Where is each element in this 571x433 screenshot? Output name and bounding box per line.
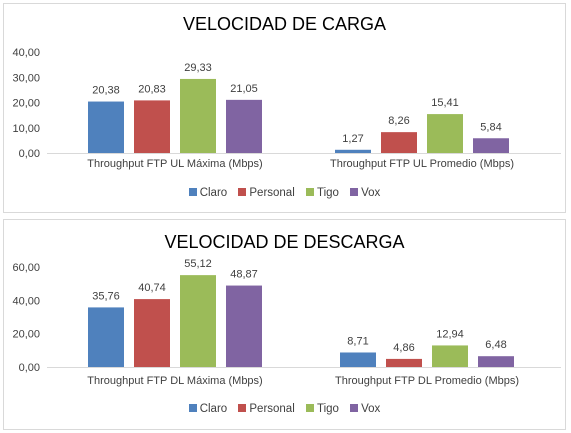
legend-swatch [188, 188, 197, 196]
bar-tigo [180, 78, 216, 153]
bar-tigo [180, 275, 216, 367]
category-label: Throughput FTP DL Máxima (Mbps) [87, 375, 262, 387]
download-speed-chart-panel: VELOCIDAD DE DESCARGA 0,00 20,00 40,00 60,0… [3, 219, 566, 430]
data-label: 15,41 [431, 97, 459, 109]
bar-vox [226, 99, 262, 153]
bar-vox [473, 138, 509, 153]
bar-tigo [427, 114, 463, 153]
legend-swatch [238, 404, 247, 412]
data-label: 12,94 [436, 328, 464, 340]
legend-label: Tigo [316, 187, 339, 199]
y-tick-label: 10,00 [12, 123, 40, 135]
bar-tigo [432, 345, 468, 367]
chart-title: VELOCIDAD DE CARGA [182, 14, 387, 34]
data-label: 40,74 [138, 282, 166, 294]
category-label: Throughput FTP DL Promedio (Mbps) [335, 375, 519, 387]
legend-label: Claro [199, 403, 228, 415]
legend-label: Tigo [316, 403, 339, 415]
chart-legend: Claro Personal Tigo Vox [4, 187, 565, 199]
legend-item-claro: Claro [188, 403, 228, 415]
legend-swatch [188, 404, 197, 412]
chart-legend: Claro Personal Tigo Vox [4, 403, 565, 415]
data-label: 20,83 [138, 83, 166, 95]
legend-item-tigo: Tigo [305, 403, 339, 415]
data-label: 5,84 [480, 121, 501, 133]
data-label: 4,86 [393, 342, 414, 354]
y-tick-label: 0,00 [19, 148, 40, 160]
category-label: Throughput FTP UL Máxima (Mbps) [87, 158, 262, 170]
bar-vox [226, 285, 262, 367]
legend-swatch [238, 188, 247, 196]
y-tick-label: 60,00 [12, 262, 40, 274]
y-tick-label: 0,00 [19, 362, 40, 374]
bar-claro [340, 352, 376, 367]
data-label: 6,48 [485, 339, 506, 351]
y-tick-label: 20,00 [12, 98, 40, 110]
y-tick-label: 30,00 [12, 72, 40, 84]
bar-personal [381, 132, 417, 153]
data-label: 20,38 [92, 85, 120, 97]
download-speed-chart: 0,00 20,00 40,00 60,00 35,76 40,74 55,12 48,87 T… [12, 258, 561, 387]
legend-swatch [305, 188, 314, 196]
legend-label: Vox [361, 403, 381, 415]
legend-label: Vox [361, 187, 381, 199]
bar-claro [88, 101, 124, 153]
y-tick-label: 40,00 [12, 295, 40, 307]
bar-personal [386, 358, 422, 367]
bar-claro [335, 149, 371, 153]
bar-claro [88, 307, 124, 367]
legend-item-personal: Personal [238, 403, 295, 415]
bar-personal [134, 299, 170, 367]
data-label: 21,05 [230, 83, 258, 95]
legend-item-claro: Claro [188, 187, 228, 199]
data-label: 35,76 [92, 290, 120, 302]
legend-label: Personal [249, 403, 295, 415]
legend-label: Claro [199, 187, 228, 199]
legend-item-vox: Vox [350, 187, 380, 199]
data-label: 8,26 [388, 115, 409, 127]
chart-title: VELOCIDAD DE DESCARGA [164, 232, 405, 252]
data-label: 1,27 [342, 133, 363, 145]
legend-item-vox: Vox [350, 403, 380, 415]
upload-speed-chart-panel: VELOCIDAD DE CARGA 0,00 10,00 20,00 30,00 40… [3, 3, 566, 213]
legend-item-personal: Personal [238, 187, 295, 199]
bar-personal [134, 100, 170, 153]
data-label: 8,71 [347, 335, 368, 347]
data-label: 48,87 [230, 269, 258, 281]
legend-label: Personal [249, 187, 295, 199]
legend-swatch [350, 404, 359, 412]
legend-swatch [350, 188, 359, 196]
y-tick-label: 40,00 [12, 47, 40, 59]
upload-speed-chart: 0,00 10,00 20,00 30,00 40,00 20,38 20,83 29,33 2… [12, 47, 561, 170]
data-label: 29,33 [184, 62, 212, 74]
bar-vox [478, 356, 514, 367]
legend-item-tigo: Tigo [305, 187, 339, 199]
legend-swatch [305, 404, 314, 412]
y-tick-label: 20,00 [12, 329, 40, 341]
data-label: 55,12 [184, 258, 212, 270]
category-label: Throughput FTP UL Promedio (Mbps) [330, 158, 514, 170]
